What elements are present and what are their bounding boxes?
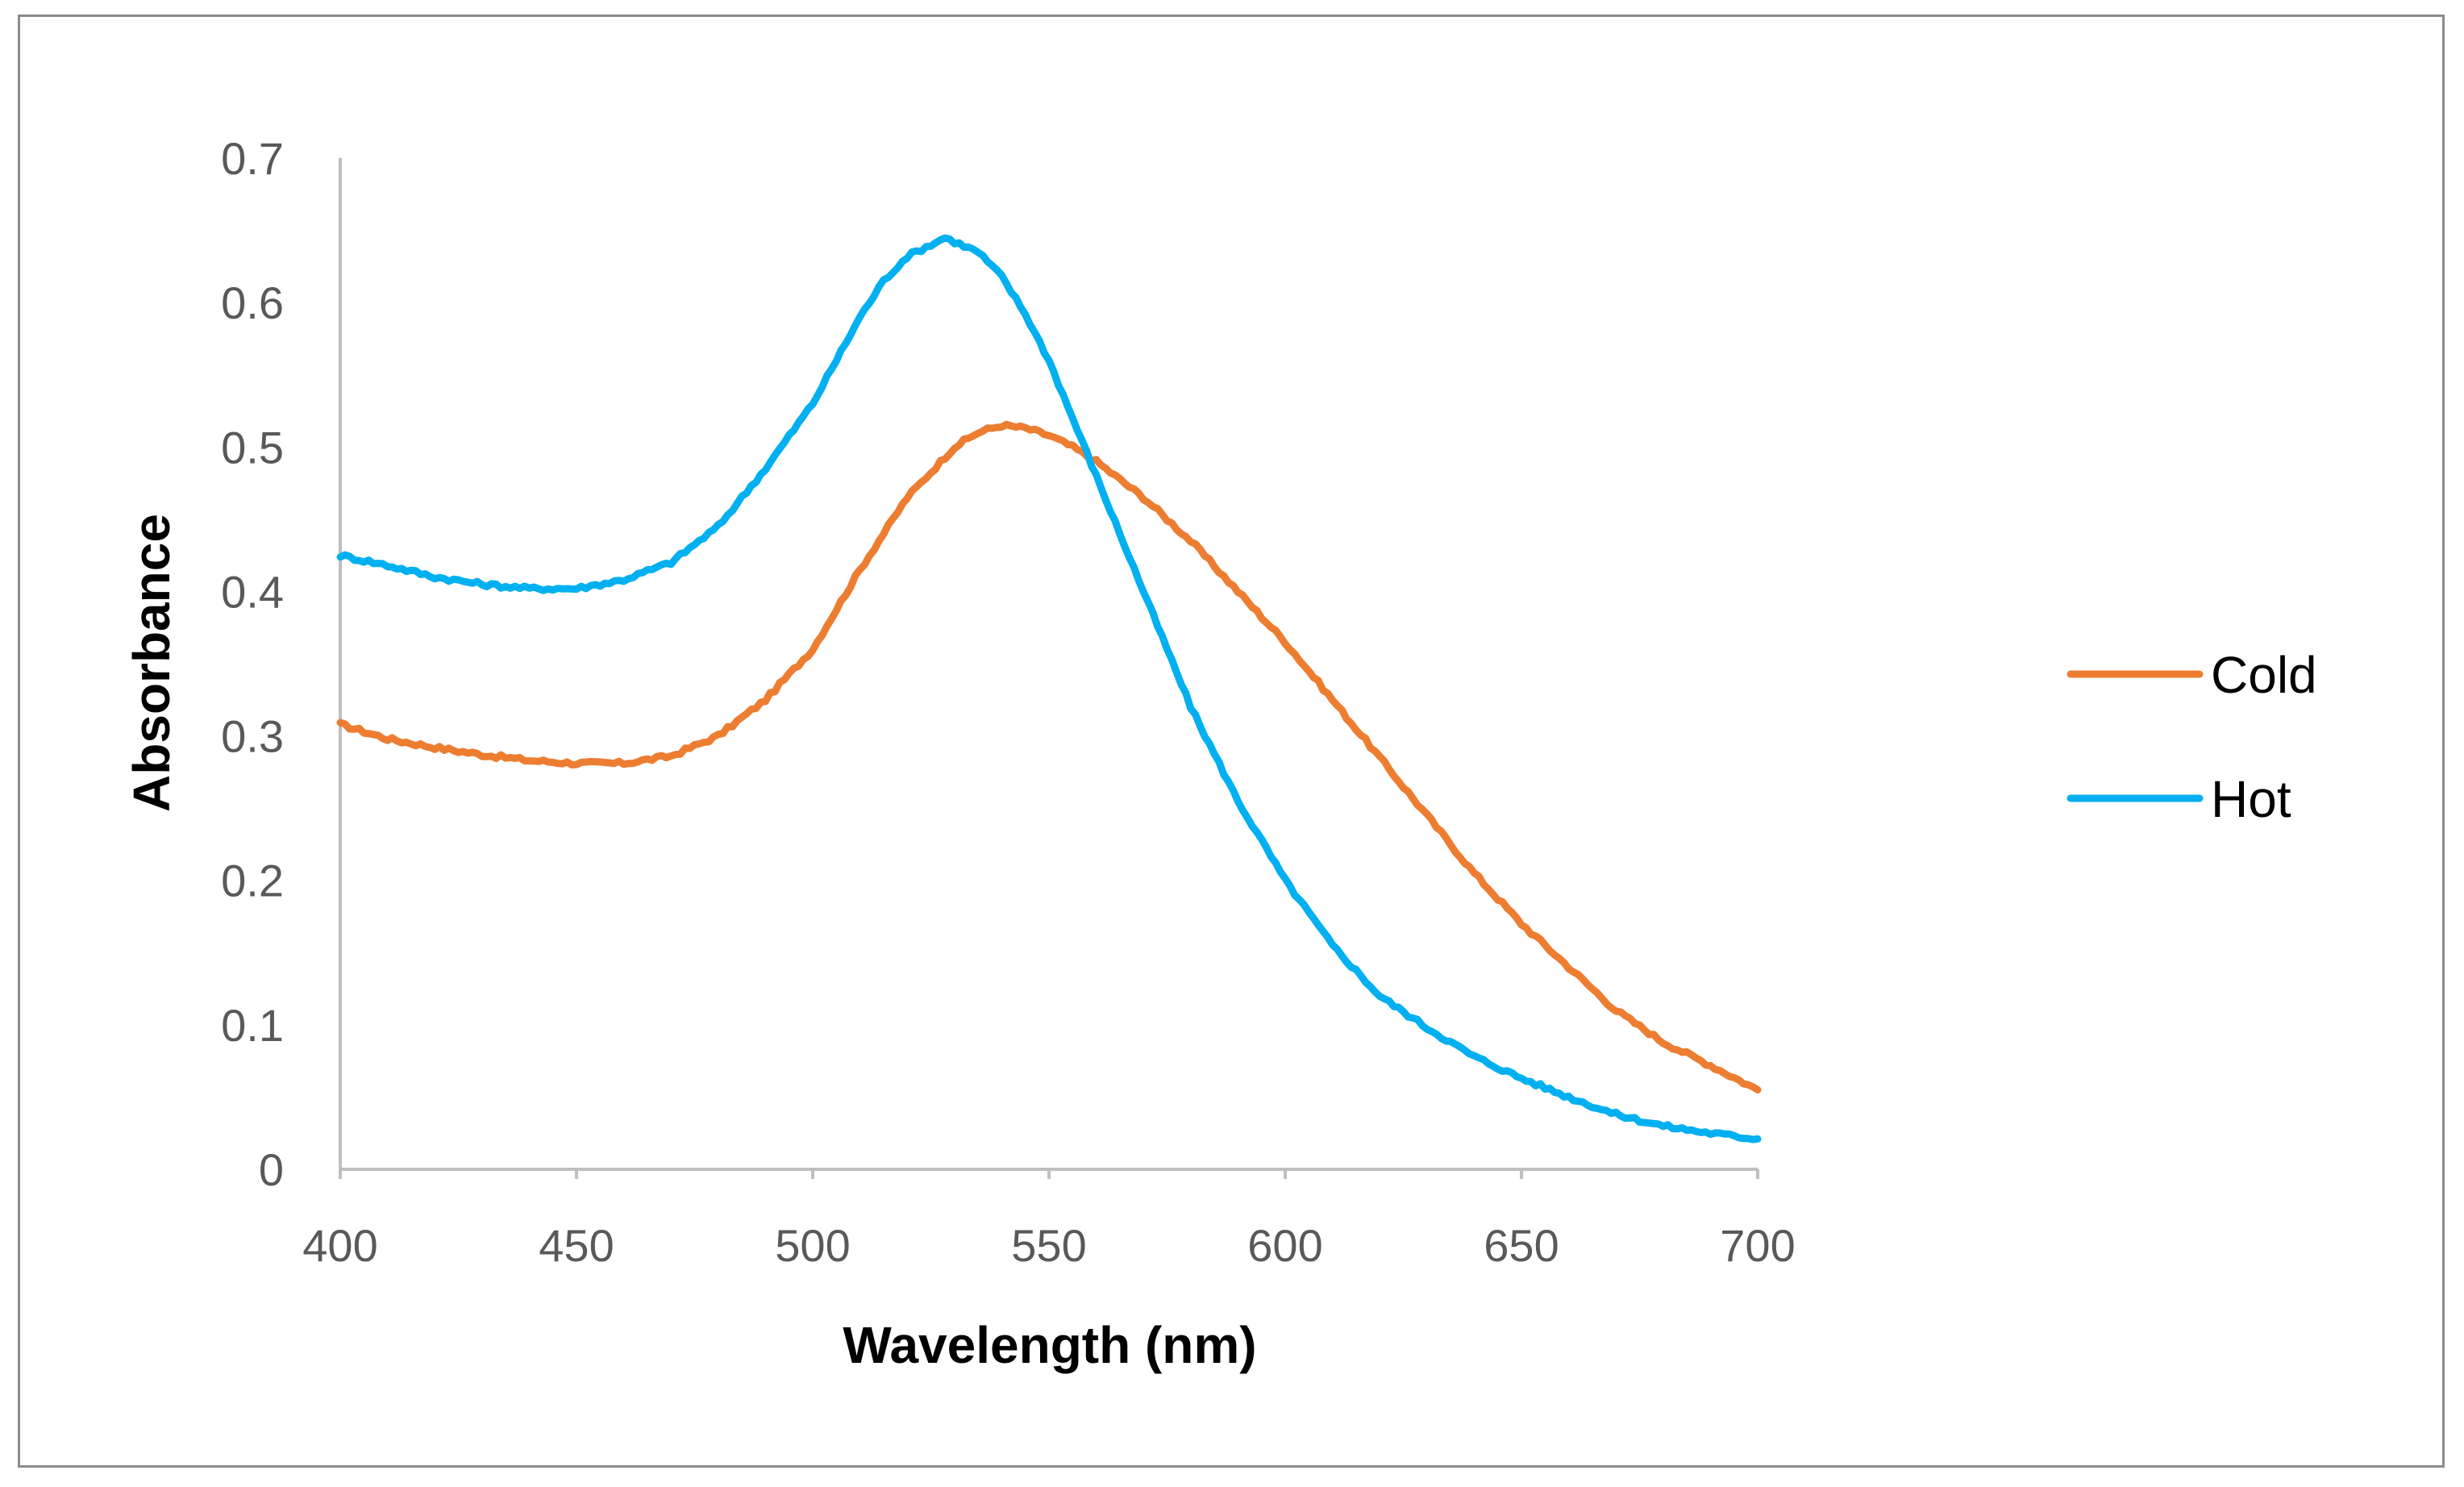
y-tick-label: 0.5 xyxy=(221,422,284,473)
y-axis-ticks: 0 0.1 0.2 0.3 0.4 0.5 0.6 0.7 xyxy=(221,133,284,1195)
y-tick-label: 0.1 xyxy=(221,1000,284,1051)
x-tick-label: 400 xyxy=(302,1220,377,1271)
x-axis-ticks: 400 450 500 550 600 650 700 xyxy=(302,1169,1796,1271)
series-layer xyxy=(336,234,1762,1143)
x-tick-label: 700 xyxy=(1720,1220,1795,1271)
legend-label-hot: Hot xyxy=(2211,770,2291,828)
y-tick-label: 0.4 xyxy=(221,566,284,617)
legend-label-cold: Cold xyxy=(2211,646,2317,704)
legend: Cold Hot xyxy=(2067,646,2317,828)
y-axis-title: Absorbance xyxy=(123,514,181,812)
x-tick-label: 650 xyxy=(1484,1220,1559,1271)
y-tick-label: 0.6 xyxy=(221,277,284,328)
x-tick-label: 550 xyxy=(1011,1220,1086,1271)
x-tick-label: 600 xyxy=(1247,1220,1322,1271)
series-line-hot xyxy=(336,234,1762,1143)
x-tick-label: 500 xyxy=(775,1220,850,1271)
y-tick-label: 0.3 xyxy=(221,711,284,762)
y-tick-label: 0.2 xyxy=(221,856,284,906)
series-line-cold xyxy=(336,420,1762,1093)
x-tick-label: 450 xyxy=(539,1220,614,1271)
x-axis-title: Wavelength (nm) xyxy=(843,1316,1256,1374)
y-tick-label: 0 xyxy=(259,1144,284,1195)
y-tick-label: 0.7 xyxy=(221,133,284,184)
